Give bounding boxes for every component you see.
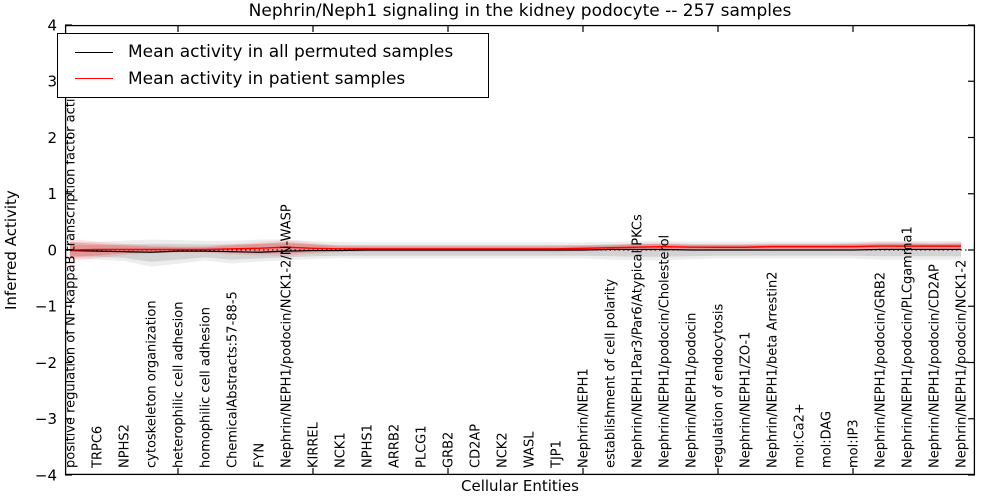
legend-item-patient: Mean activity in patient samples (75, 69, 480, 89)
x-tick-label: NPHS1 (360, 424, 375, 468)
x-tick-label: heterophilic cell adhesion (171, 302, 186, 469)
x-tick-label: Nephrin/NEPH1/podocin/GRB2 (873, 272, 888, 468)
y-tick-label: 0 (47, 241, 57, 259)
x-tick-label: NCK2 (495, 432, 510, 468)
permuted-mean-line (69, 248, 961, 253)
y-tick-label: −2 (35, 354, 57, 372)
legend-line-red-icon (75, 78, 113, 80)
x-tick-label: Nephrin/NEPH1Par3/Par6/Atypical PKCs (630, 214, 645, 468)
legend: Mean activity in all permuted samples Me… (57, 33, 489, 98)
x-tick-label: Nephrin/NEPH1/beta Arrestin2 (765, 272, 780, 469)
x-tick-label: NCK1 (333, 432, 348, 468)
legend-label-permuted: Mean activity in all permuted samples (128, 42, 454, 63)
patient-mean-line (69, 245, 961, 251)
x-tick-label: Nephrin/NEPH1/podocin/CD2AP (927, 264, 942, 468)
x-tick-label: Nephrin/NEPH1/podocin/Cholesterol (657, 235, 672, 468)
x-tick-label: Nephrin/NEPH1/podocin/NCK1-2/N-WASP (279, 204, 294, 468)
x-tick-label: FYN (252, 443, 267, 468)
x-tick-label: ChemicalAbstracts:57-88-5 (225, 291, 240, 468)
x-tick-labels: positive regulation of NF-kappaB transcr… (63, 74, 969, 469)
legend-line-black-icon (75, 51, 113, 53)
x-tick-label: mol:IP3 (846, 419, 861, 468)
x-tick-label: cytoskeleton organization (144, 300, 159, 468)
x-tick-label: regulation of endocytosis (711, 303, 726, 468)
x-tick-label: TJP1 (549, 440, 564, 469)
x-tick-label: KIRREL (306, 421, 321, 468)
x-tick-label: Nephrin/NEPH1 (576, 368, 591, 468)
x-tick-label: mol:Ca2+ (792, 403, 807, 468)
x-axis-label: Cellular Entities (461, 477, 579, 495)
x-tick-label: TRPC6 (90, 426, 105, 469)
x-tick-label: NPHS2 (117, 424, 132, 468)
x-tick-label: establishment of cell polarity (603, 279, 618, 468)
x-tick-label: positive regulation of NF-kappaB transcr… (63, 74, 78, 468)
y-tick-label: 3 (47, 73, 57, 91)
y-tick-label: 2 (47, 129, 57, 147)
x-tick-label: WASL (522, 431, 537, 468)
x-tick-label: Nephrin/NEPH1/podocin (684, 313, 699, 468)
y-tick-label: −1 (35, 298, 57, 316)
y-tick-label: −3 (35, 410, 57, 428)
chart-title: Nephrin/Neph1 signaling in the kidney po… (248, 1, 792, 21)
x-tick-label: mol:DAG (819, 411, 834, 468)
y-tick-label: 4 (47, 16, 57, 34)
permuted-band-outer (70, 239, 961, 267)
x-tick-label: Nephrin/NEPH1/podocin/PLCgamma1 (900, 226, 915, 468)
legend-item-permuted: Mean activity in all permuted samples (75, 42, 480, 62)
y-tick-label: −4 (35, 466, 57, 484)
legend-label-patient: Mean activity in patient samples (128, 68, 406, 89)
x-tick-label: Nephrin/NEPH1/ZO-1 (738, 332, 753, 468)
x-tick-label: CD2AP (468, 424, 483, 468)
x-tick-label: homophilic cell adhesion (198, 307, 213, 468)
x-tick-label: Nephrin/NEPH1/podocin/NCK1-2 (954, 260, 969, 468)
x-tick-label: PLCG1 (414, 425, 429, 468)
y-axis-label: Inferred Activity (2, 190, 20, 310)
x-tick-label: ARRB2 (387, 424, 402, 468)
y-tick-label: 1 (47, 185, 57, 203)
x-tick-label: GRB2 (441, 432, 456, 468)
